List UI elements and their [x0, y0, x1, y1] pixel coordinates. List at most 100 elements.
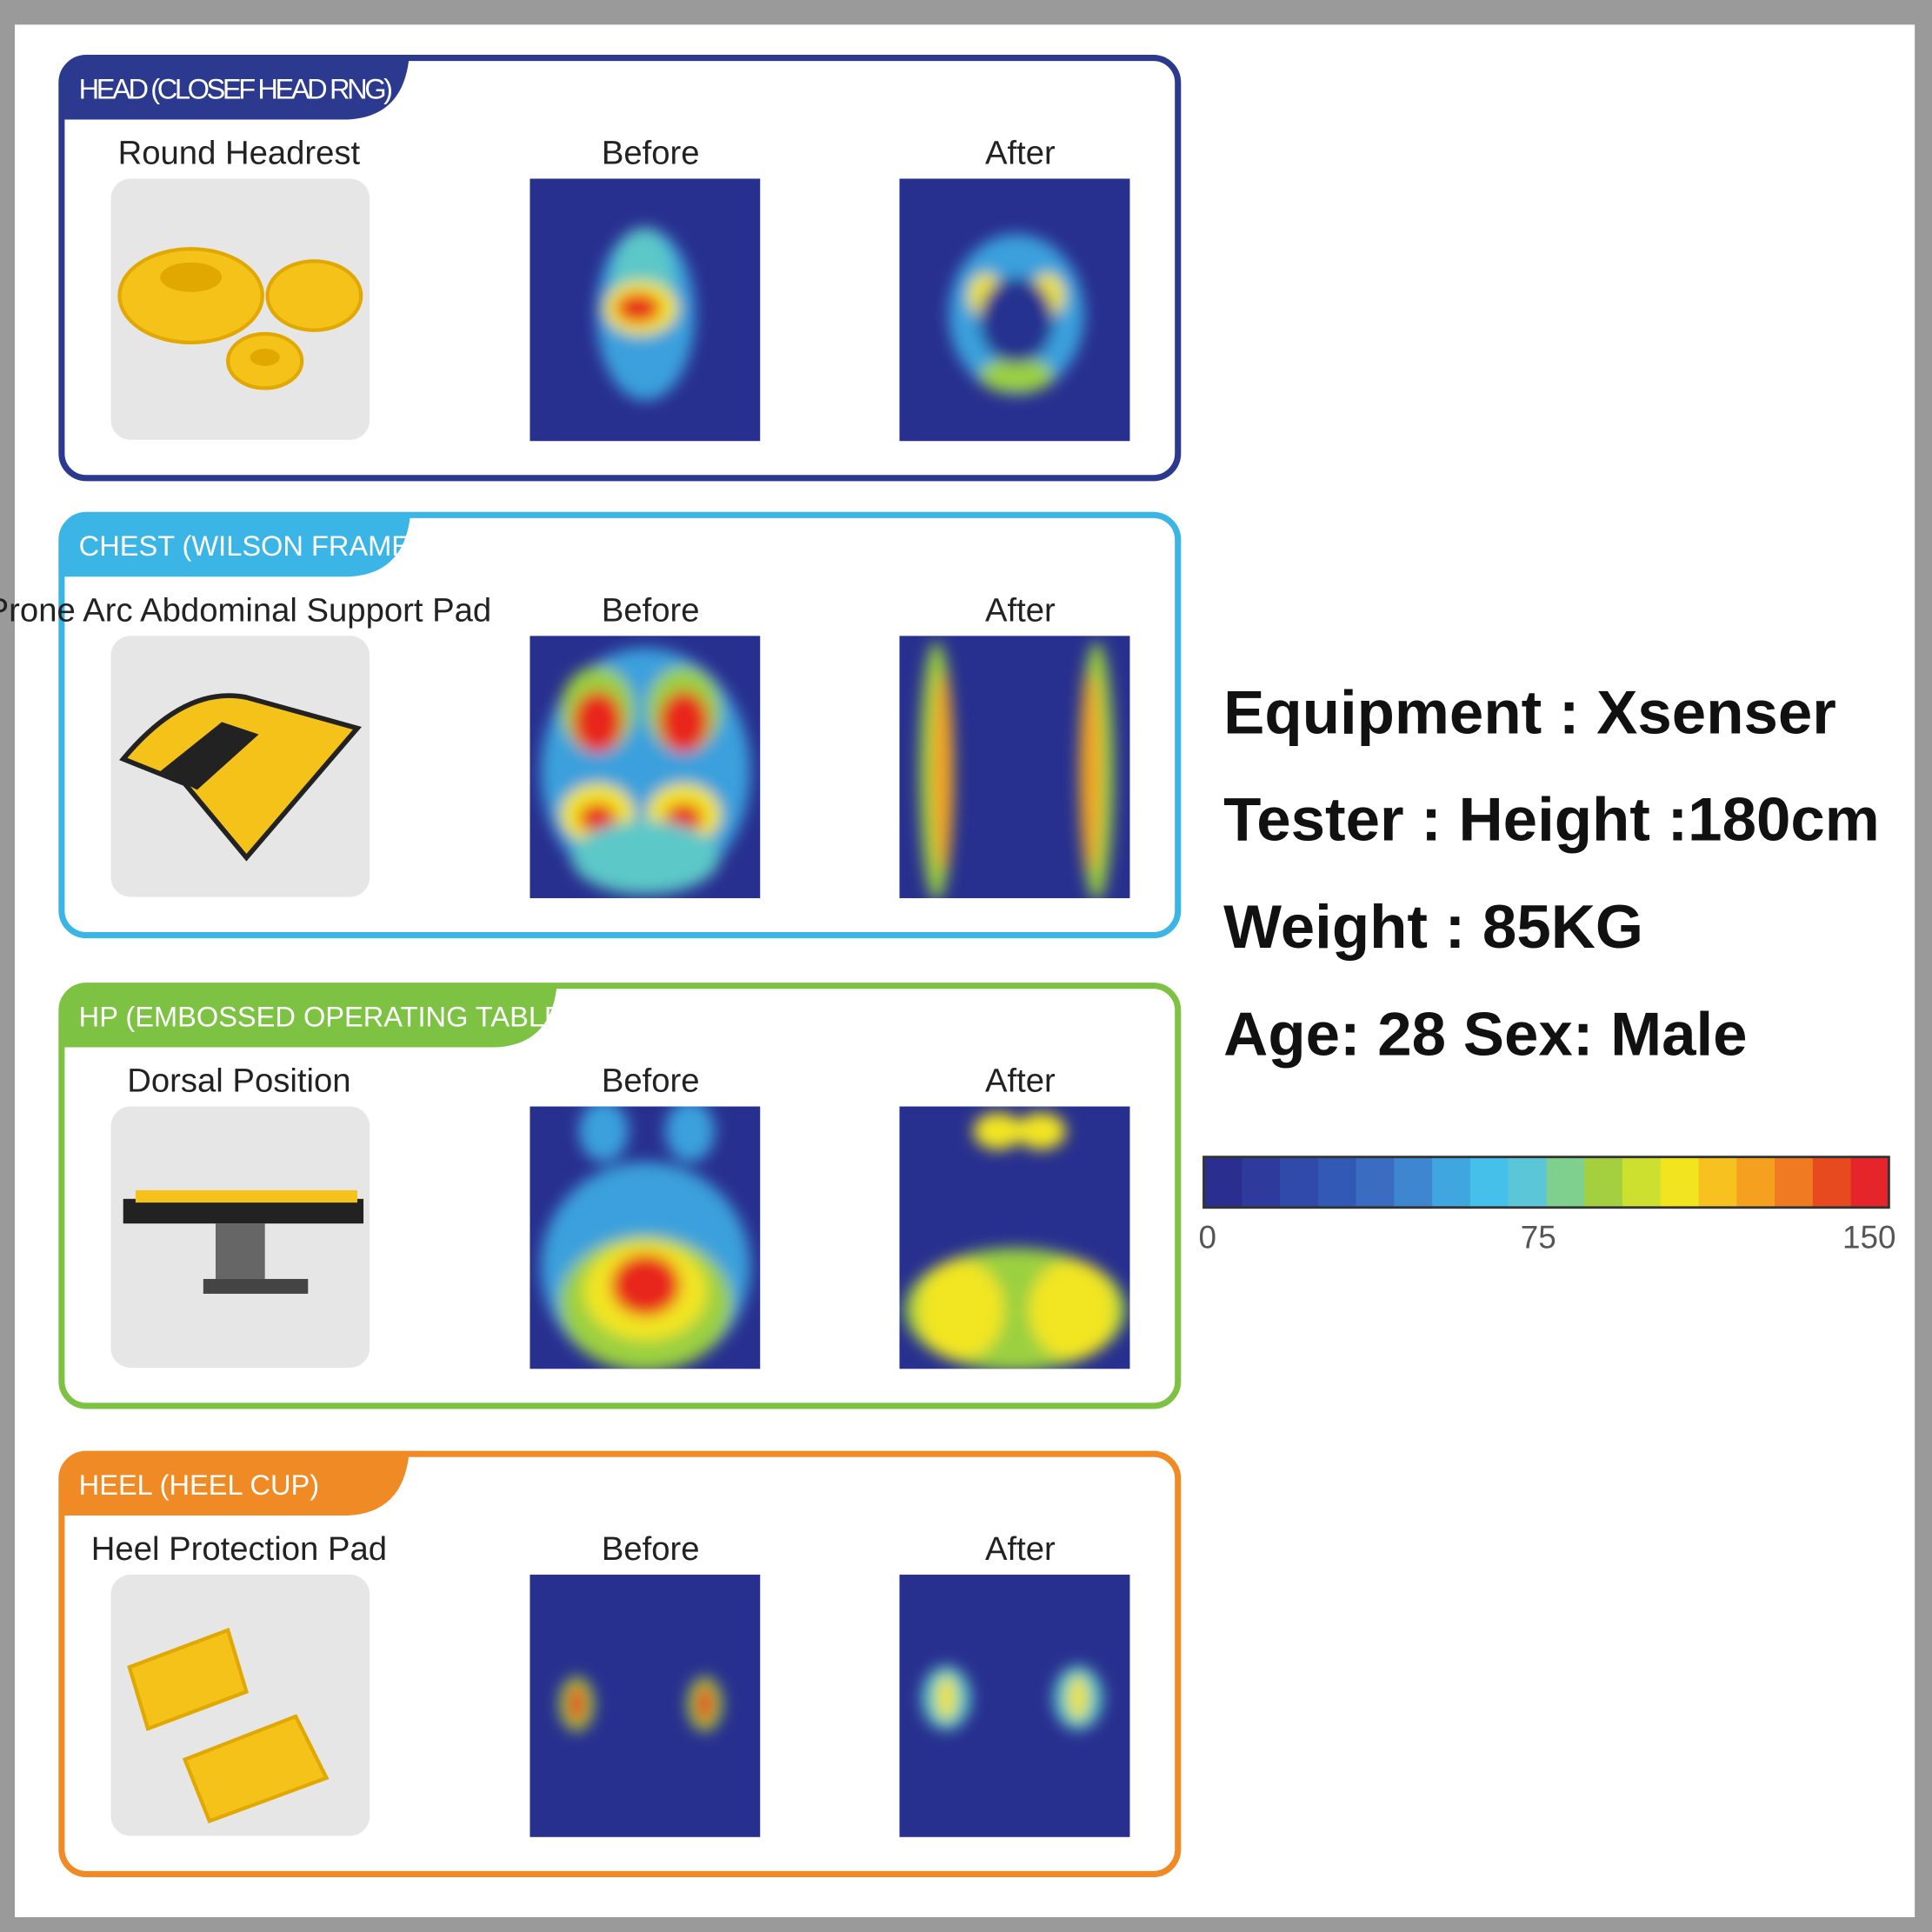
scale-segment: [1698, 1156, 1738, 1208]
info-line: Weight : 85KG: [1223, 893, 1643, 962]
heatmap: [530, 1575, 761, 1837]
scale-segment: [1356, 1156, 1396, 1208]
scale-tick-label: 0: [1199, 1219, 1216, 1255]
info-line: Tester : Height :180cm: [1223, 786, 1880, 855]
section-border: [58, 55, 1182, 482]
heatmap: [899, 636, 1130, 899]
heatmap: [899, 178, 1130, 442]
section-tab: [61, 1454, 410, 1516]
pressure-area: [936, 1676, 956, 1721]
scale-border: [1203, 1156, 1890, 1209]
pressure-area: [571, 820, 720, 895]
scale-segment: [1584, 1156, 1623, 1208]
heel-pad: [182, 1714, 330, 1824]
section-title: HP (EMBOSSED OPERATING TABLE PAD): [79, 1001, 636, 1033]
section-title: HEEL (HEEL CUP): [79, 1469, 319, 1501]
pressure-area: [1080, 672, 1101, 870]
section-tab: [61, 985, 557, 1048]
pressure-area: [1068, 1676, 1089, 1721]
scale-segment: [1775, 1156, 1814, 1208]
table-column: [215, 1223, 265, 1279]
section-tab: [61, 515, 410, 577]
heatmap: [530, 1106, 761, 1369]
pressure-area: [696, 1684, 714, 1724]
scale-segment: [1850, 1156, 1890, 1208]
heatmap-blobs: [559, 1676, 723, 1732]
scale-segment: [1432, 1156, 1471, 1208]
heatmap: [530, 178, 761, 442]
scale-segment: [1812, 1156, 1852, 1208]
section-border: [58, 1450, 1182, 1877]
heatmap: [530, 636, 761, 899]
scale-segment: [1508, 1156, 1548, 1208]
pressure-area: [979, 358, 1054, 394]
section-title: HEAD (CLOSEF HEAD RNG): [79, 72, 393, 104]
scale-segment: [1660, 1156, 1700, 1208]
before-label: Before: [602, 135, 700, 172]
pressure-area: [659, 690, 709, 753]
heatmap: [899, 1575, 1130, 1837]
scale-segment: [1622, 1156, 1662, 1208]
headrest: [117, 247, 264, 345]
scale-segment: [1736, 1156, 1775, 1208]
headrest-hole: [160, 262, 223, 292]
product-name: Prone Arc Abdominal Support Pad: [0, 591, 491, 629]
scale-segment: [1469, 1156, 1509, 1208]
heatmap-blobs: [921, 1665, 1103, 1730]
info-panel: Equipment : Xsenser Tester : Height :180c…: [1223, 678, 1880, 1069]
scale-segment: [1242, 1156, 1281, 1208]
scale-segment: [1394, 1156, 1433, 1208]
scale-tick-label: 75: [1521, 1219, 1556, 1255]
heatmap-blobs: [596, 228, 696, 401]
after-label: After: [985, 591, 1056, 629]
section: HEAD (CLOSEF HEAD RNG) Round Headrest Befo…: [58, 55, 1182, 482]
scale-segment: [1203, 1156, 1242, 1208]
after-label: After: [985, 135, 1056, 172]
section-tab: [61, 57, 410, 120]
pressure-area: [973, 1112, 1023, 1150]
pressure-area: [1016, 1112, 1066, 1150]
scale-segment: [1317, 1156, 1357, 1208]
before-label: Before: [602, 591, 700, 629]
pressure-area: [579, 803, 616, 833]
pressure-area: [917, 1260, 1004, 1360]
scale-segment: [1280, 1156, 1319, 1208]
pressure-area: [932, 672, 953, 870]
headrest: [265, 259, 363, 332]
section: HEEL (HEEL CUP) Heel Protection Pad Before…: [58, 1450, 1182, 1877]
pressure-area: [665, 1106, 715, 1163]
before-label: Before: [602, 1063, 700, 1100]
heatmap: [899, 1106, 1130, 1369]
support-pad: [119, 693, 363, 862]
info-line: Equipment : Xsenser: [1223, 678, 1836, 747]
pressure-area: [568, 1684, 586, 1724]
scale-segment: [1546, 1156, 1585, 1208]
heatmap-blobs: [949, 234, 1085, 395]
color-scale: 0 75 150: [1199, 1156, 1895, 1255]
product-name: Round Headrest: [118, 135, 361, 172]
table-pad: [135, 1189, 357, 1203]
section-title: CHEST (WILSON FRAME SET): [79, 530, 483, 562]
after-label: After: [985, 1530, 1056, 1568]
pressure-area: [979, 276, 1054, 364]
before-label: Before: [602, 1530, 700, 1568]
sections: HEAD (CLOSEF HEAD RNG) Round Headrest Befo…: [0, 55, 1182, 1877]
pressure-area: [579, 1106, 629, 1163]
heatmap-blobs: [919, 642, 1115, 899]
pressure-area: [572, 690, 623, 753]
support-pad-gap: [160, 722, 259, 790]
info-line: Age: 28 Sex: Male: [1223, 1000, 1747, 1069]
after-label: After: [985, 1063, 1056, 1100]
section-border: [58, 511, 1182, 939]
table-top: [123, 1198, 364, 1224]
pressure-area: [1029, 1260, 1116, 1360]
section: CHEST (WILSON FRAME SET) Prone Arc Abdomi…: [0, 511, 1182, 939]
section-border: [58, 983, 1182, 1409]
table-base: [203, 1278, 309, 1294]
heel-pad: [127, 1628, 250, 1731]
pressure-area: [610, 1254, 681, 1316]
section: HP (EMBOSSED OPERATING TABLE PAD) Dorsal …: [58, 983, 1182, 1409]
product-name: Heel Protection Pad: [91, 1530, 387, 1568]
